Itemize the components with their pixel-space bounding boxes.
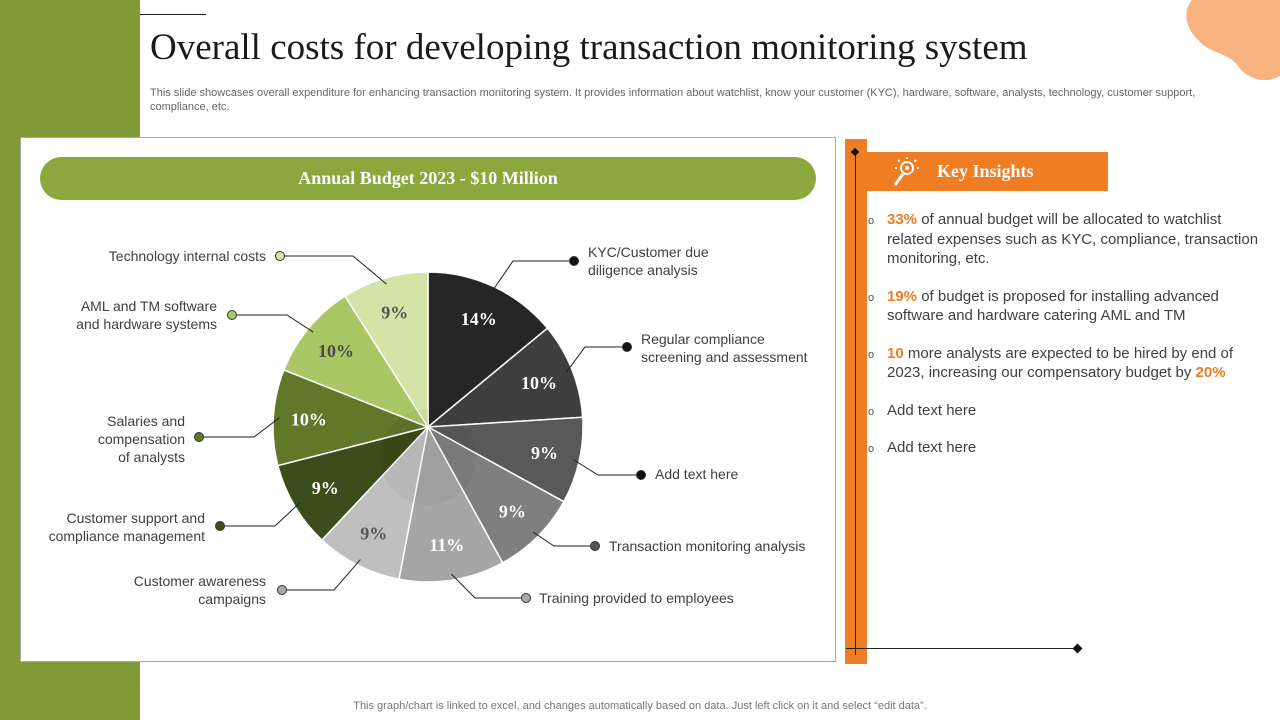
slice-value-label: 9%: [499, 501, 526, 521]
page-subtitle: This slide showcases overall expenditure…: [150, 87, 1196, 113]
slice-category-label: AML and TM software and hardware systems: [76, 298, 217, 332]
leader-dot: [622, 342, 632, 352]
pie-slice[interactable]: [425, 416, 584, 503]
insight-text: of annual budget will be allocated to wa…: [887, 211, 1259, 267]
leader-line: [220, 502, 301, 527]
leader-dot: [275, 251, 285, 261]
insight-item: o 19% of budget is proposed for installin…: [868, 287, 1219, 325]
leader-line: [450, 573, 526, 599]
leader-dot: [590, 541, 600, 551]
insight-item: o 10 more analysts are expected to be hir…: [868, 344, 1234, 382]
leader-dot: [521, 593, 531, 603]
insight-highlight: 33%: [887, 211, 918, 228]
insights-vertical-line: [855, 150, 856, 655]
leader-dot: [194, 432, 204, 442]
pie-slice[interactable]: [425, 327, 584, 428]
slice-category-label: Transaction monitoring analysis: [609, 538, 805, 554]
pie-slice[interactable]: [272, 368, 431, 467]
slice-value-label: 9%: [312, 478, 339, 498]
slice-category-label: Add text here: [655, 466, 738, 482]
leader-line: [199, 417, 280, 438]
leader-line: [232, 314, 314, 333]
leader-line: [490, 260, 574, 293]
insight-text: Add text here: [887, 401, 977, 419]
leader-dot: [636, 470, 646, 480]
pie-inner-shade: [380, 409, 476, 505]
page-title: Overall costs for developing transaction…: [150, 27, 1028, 68]
top-divider: [140, 14, 206, 15]
leader-line: [280, 255, 387, 285]
slice-value-label: 9%: [381, 302, 408, 322]
slice-category-label: Customer awareness campaigns: [134, 573, 266, 607]
pie-slice[interactable]: [282, 295, 430, 429]
insight-item: o 33% of annual budget will be allocated …: [868, 211, 1259, 267]
leader-line: [282, 559, 361, 591]
insights-bottom-line: [846, 648, 1078, 649]
lightbulb-icon: [893, 157, 919, 186]
slice-value-label: 9%: [531, 443, 558, 463]
budget-banner: Annual Budget 2023 - $10 Million: [40, 157, 816, 200]
slice-category-label: Salaries and compensation of analysts: [98, 413, 185, 465]
leader-dot: [215, 521, 225, 531]
insights-list: o 33% of annual budget will be allocated …: [868, 210, 1260, 476]
insight-highlight-2: 20%: [1195, 364, 1226, 381]
leader-dot: [569, 256, 579, 266]
slice-value-label: 11%: [429, 535, 464, 555]
pie-slice[interactable]: [398, 424, 504, 583]
key-insights-header: Key Insights: [867, 152, 1108, 191]
slice-category-label: Customer support and compliance managemen…: [49, 510, 206, 544]
slice-value-label: 10%: [521, 373, 557, 393]
pie-slice[interactable]: [427, 271, 549, 429]
insight-highlight: 19%: [887, 287, 918, 305]
slice-value-label: 9%: [360, 523, 387, 543]
insight-item: o Add text here: [868, 439, 977, 456]
insight-highlight: 10: [887, 344, 904, 362]
insights-accent-bar: [845, 139, 867, 664]
pie-slice[interactable]: [276, 425, 431, 542]
slice-category-label: Technology internal costs: [109, 248, 266, 264]
insight-text: of budget is proposed for installing adv…: [887, 287, 1219, 325]
insight-text: Add text here: [887, 439, 977, 456]
pie-slice[interactable]: [320, 424, 430, 581]
leader-line: [572, 459, 641, 476]
insight-item: o Add text here: [868, 401, 977, 419]
slice-category-label: KYC/Customer due diligence analysis: [588, 244, 709, 278]
leader-dot: [227, 310, 237, 320]
slice-category-label: Training provided to employees: [539, 590, 734, 606]
corner-decoration: [1186, 0, 1280, 81]
leader-line: [565, 346, 627, 373]
key-insights-title: Key Insights: [937, 161, 1034, 181]
slice-value-label: 10%: [318, 341, 354, 361]
insight-text: more analysts are expected to be hired b…: [887, 344, 1234, 382]
slice-value-label: 10%: [291, 410, 327, 430]
slice-category-label: Regular compliance screening and assessme…: [641, 331, 808, 365]
leader-line: [532, 531, 595, 547]
pie-slice[interactable]: [343, 271, 429, 430]
pie-slice[interactable]: [426, 425, 565, 564]
leader-dot: [277, 585, 287, 595]
footer-note: This graph/chart is linked to excel, and…: [353, 700, 927, 712]
slice-value-label: 14%: [461, 309, 497, 329]
